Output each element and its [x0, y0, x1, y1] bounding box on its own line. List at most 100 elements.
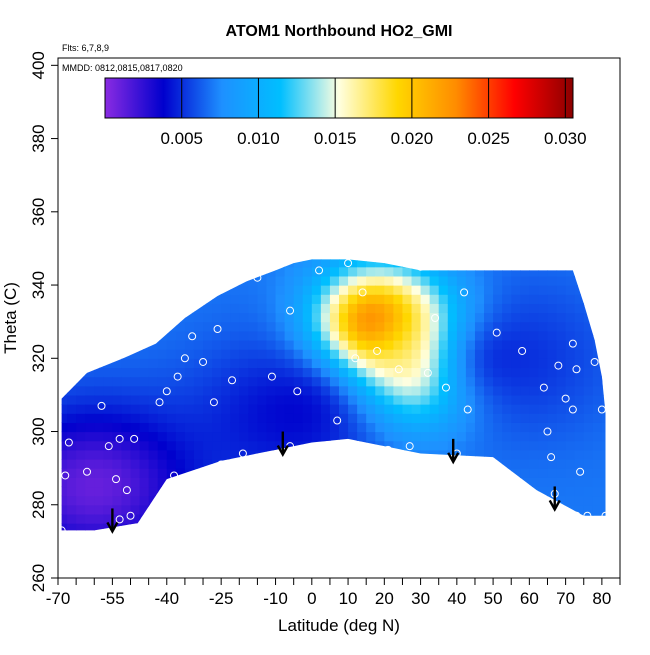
heat-cell	[284, 330, 295, 341]
heat-cell	[329, 422, 340, 433]
heat-cell	[184, 330, 195, 341]
heat-cell	[329, 303, 340, 314]
heat-cell	[184, 523, 195, 531]
heat-cell	[230, 259, 240, 268]
heat-cell	[284, 303, 295, 314]
heat-cell	[384, 532, 394, 542]
heat-cell	[121, 449, 132, 460]
heat-cell	[320, 449, 331, 460]
heat-cell	[484, 367, 494, 378]
heat-cell	[502, 330, 512, 341]
heat-cell	[121, 513, 132, 524]
heat-cell	[493, 394, 503, 405]
heat-cell	[166, 303, 177, 314]
heat-cell	[285, 532, 295, 542]
heat-cell	[429, 486, 440, 497]
heat-cell	[484, 385, 494, 396]
heat-cell	[366, 449, 376, 460]
heat-cell	[257, 294, 268, 304]
heat-cell	[302, 285, 313, 295]
heat-cell	[112, 440, 123, 451]
heat-cell	[592, 330, 603, 341]
heatmap-cells	[61, 248, 606, 542]
heat-cell	[584, 248, 594, 258]
heat-cell	[538, 294, 549, 304]
heat-cell	[393, 532, 403, 542]
heat-cell	[574, 266, 585, 277]
heat-cell	[248, 486, 259, 497]
heat-cell	[456, 504, 467, 515]
heat-cell	[493, 523, 503, 531]
sample-point	[170, 471, 179, 480]
heat-cell	[484, 523, 494, 531]
heat-cell	[239, 422, 249, 433]
heat-cell	[447, 376, 458, 387]
y-tick-label: 300	[29, 417, 48, 445]
heat-cell	[565, 259, 576, 268]
heat-cell	[320, 266, 331, 277]
heat-cell	[193, 303, 204, 314]
heat-cell	[339, 404, 349, 414]
heat-cell	[303, 248, 313, 258]
heat-cell	[484, 458, 494, 469]
heat-cell	[61, 385, 68, 396]
heat-cell	[420, 259, 431, 268]
heat-cell	[257, 513, 268, 524]
heat-cell	[520, 294, 530, 304]
heat-cell	[502, 294, 512, 304]
heat-cell	[166, 495, 177, 506]
heat-cell	[94, 495, 104, 506]
heat-cell	[94, 266, 104, 277]
sample-point	[590, 357, 599, 366]
heat-cell	[547, 385, 558, 396]
heat-cell	[76, 312, 86, 323]
sample-point	[112, 475, 121, 484]
heat-cell	[565, 477, 576, 488]
heat-cell	[302, 458, 313, 469]
heat-cell	[393, 248, 403, 258]
heat-cell	[230, 385, 240, 396]
heat-cell	[574, 358, 585, 369]
heat-cell	[284, 358, 295, 369]
heat-cell	[384, 458, 394, 469]
heat-cell	[511, 477, 521, 488]
heat-cell	[357, 385, 367, 396]
heat-cell	[76, 458, 86, 469]
heat-cell	[520, 513, 530, 524]
heat-cell	[94, 321, 104, 332]
sample-point	[561, 394, 570, 403]
heat-cell	[175, 504, 186, 515]
heat-cell	[76, 504, 86, 515]
heat-cell	[474, 495, 485, 506]
heat-cell	[103, 431, 113, 442]
heat-cell	[320, 358, 331, 369]
heat-cell	[565, 285, 576, 295]
heat-cell	[339, 486, 349, 497]
heat-cell	[130, 294, 141, 304]
heat-cell	[329, 330, 340, 341]
heat-cell	[212, 495, 222, 506]
sample-point	[423, 368, 432, 377]
heat-cell	[574, 312, 585, 323]
heat-cell	[302, 394, 313, 405]
heat-cell	[457, 532, 467, 542]
heat-cell	[456, 367, 467, 378]
heat-cell	[538, 358, 549, 369]
heat-cell	[248, 413, 259, 423]
heat-cell	[366, 504, 376, 515]
heat-cell	[420, 321, 431, 332]
heat-cell	[420, 285, 431, 295]
heat-cell	[438, 449, 449, 460]
heat-cell	[601, 404, 606, 414]
heat-cell	[76, 294, 86, 304]
heat-cell	[248, 504, 259, 515]
heat-cell	[348, 321, 358, 332]
sample-point	[583, 511, 592, 520]
heat-cell	[311, 458, 322, 469]
heat-cell	[148, 358, 159, 369]
sample-point	[141, 515, 150, 524]
heat-cell	[339, 513, 349, 524]
heat-cell	[203, 422, 213, 433]
heat-cell	[402, 376, 413, 387]
heat-cell	[574, 285, 585, 295]
